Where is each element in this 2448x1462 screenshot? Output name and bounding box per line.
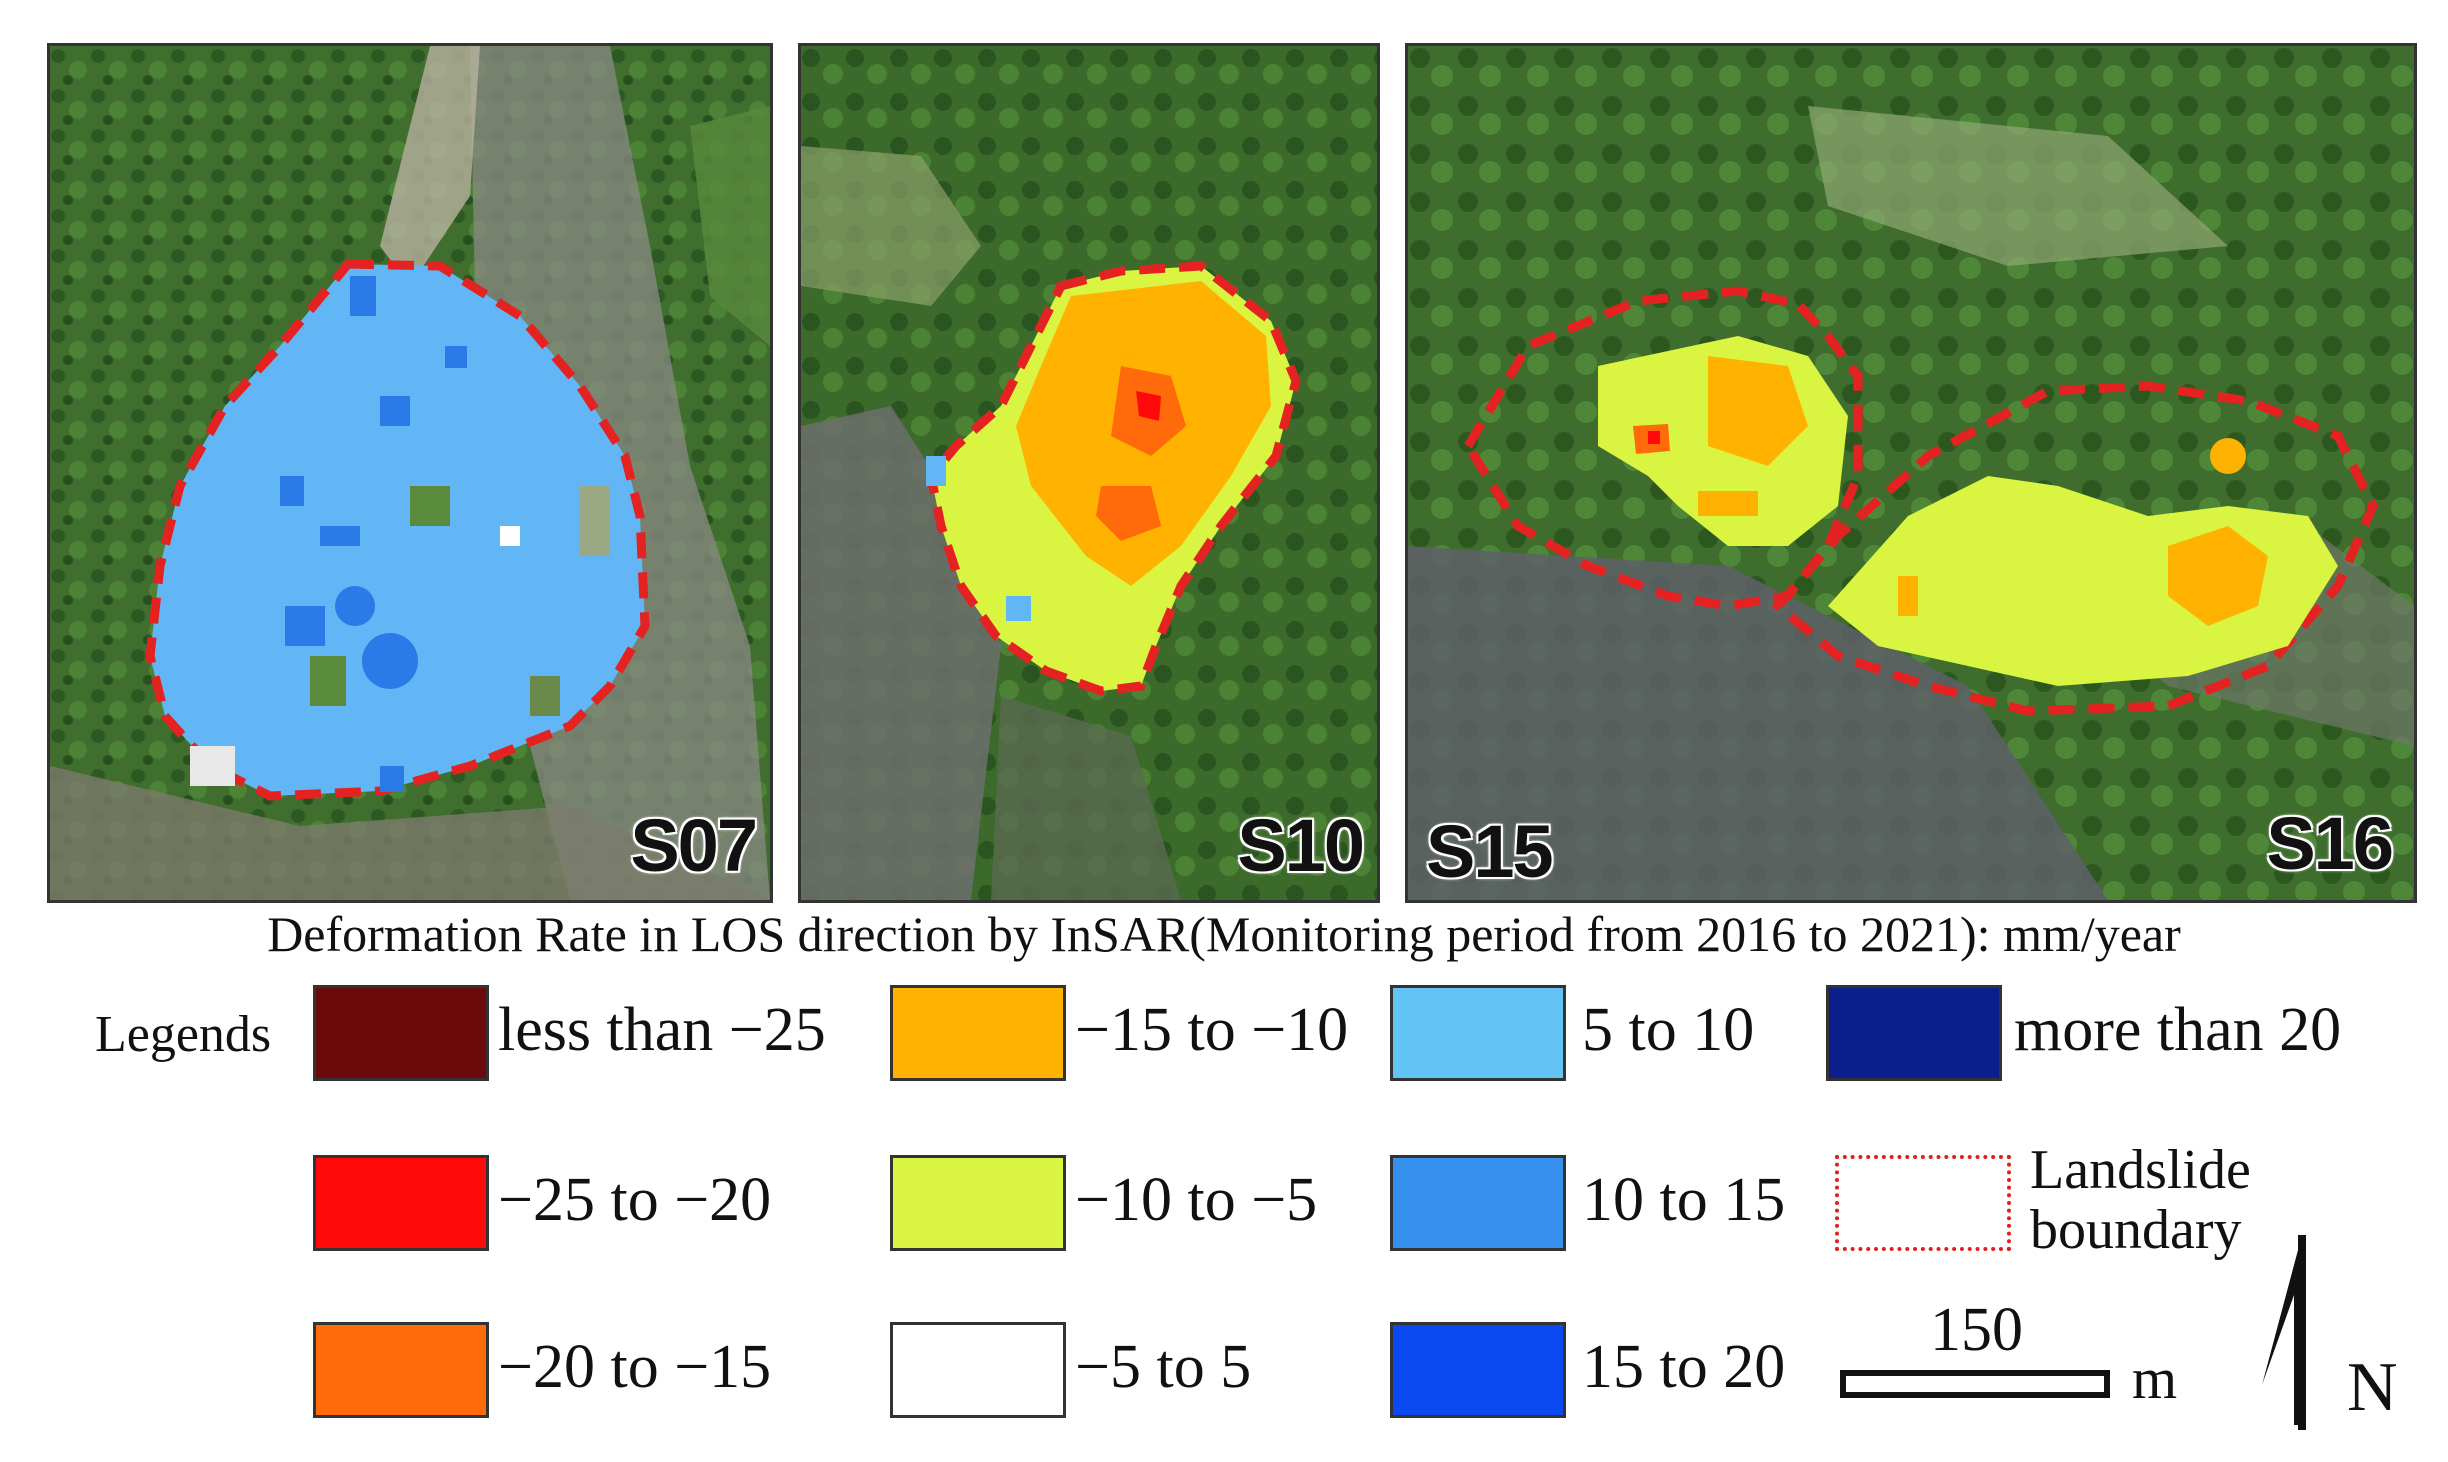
- legend-swatch-minus-10-to-minus-5: [890, 1155, 1066, 1251]
- legend-label-minus-5-to-5: −5 to 5: [1075, 1333, 1252, 1401]
- panel-label-s16: S16: [2266, 802, 2394, 885]
- north-arrow-icon: N: [2262, 1235, 2398, 1430]
- legend-label-minus-20-to-minus-15: −20 to −15: [498, 1333, 772, 1401]
- legend-swatch-5-to-10: [1390, 985, 1566, 1081]
- legend-swatch-minus-25-to-minus-20: [313, 1155, 489, 1251]
- legend-swatch-minus-15-to-minus-10: [890, 985, 1066, 1081]
- map-caption: Deformation Rate in LOS direction by InS…: [267, 906, 2181, 962]
- panel-label-s15: S15: [1426, 810, 1554, 893]
- panel-label-s07: S07: [630, 804, 758, 887]
- north-arrow: N: [2252, 1235, 2402, 1440]
- legend-label-less-than-minus-25: less than −25: [498, 996, 826, 1064]
- legend-label-more-than-20: more than 20: [2014, 996, 2342, 1064]
- legend-swatch-minus-5-to-5: [890, 1322, 1066, 1418]
- scale-bar: [1840, 1370, 2110, 1398]
- legend-swatch-15-to-20: [1390, 1322, 1566, 1418]
- satellite-image-s07: [50, 46, 770, 900]
- satellite-image-s15-s16: [1408, 46, 2414, 900]
- legend-swatch-more-than-20: [1826, 985, 2002, 1081]
- legend-label-15-to-20: 15 to 20: [1582, 1333, 1786, 1401]
- map-panel-s10: S10: [798, 43, 1380, 903]
- legend-swatch-10-to-15: [1390, 1155, 1566, 1251]
- map-panel-s15-s16: S15 S16: [1405, 43, 2417, 903]
- legend-label-minus-25-to-minus-20: −25 to −20: [498, 1166, 772, 1234]
- scale-bar-unit: m: [2132, 1346, 2178, 1411]
- legend-label-minus-10-to-minus-5: −10 to −5: [1075, 1166, 1318, 1234]
- legend-swatch-landslide-boundary: [1835, 1155, 2011, 1251]
- satellite-image-s10: [801, 46, 1377, 900]
- north-arrow-label: N: [2347, 1349, 2398, 1426]
- legend-label-landslide-boundary: Landslide boundary: [2030, 1139, 2251, 1261]
- legend-swatch-less-than-minus-25: [313, 985, 489, 1081]
- legend-label-10-to-15: 10 to 15: [1582, 1166, 1786, 1234]
- legend-swatch-minus-20-to-minus-15: [313, 1322, 489, 1418]
- map-panel-s07: S07: [47, 43, 773, 903]
- legend-title: Legends: [95, 1006, 272, 1063]
- legend-label-minus-15-to-minus-10: −15 to −10: [1075, 996, 1349, 1064]
- landslide-polygon-s16: [1771, 381, 2378, 716]
- legend-label-5-to-10: 5 to 10: [1582, 996, 1755, 1064]
- scale-bar-value: 150: [1930, 1296, 2023, 1364]
- panel-label-s10: S10: [1237, 804, 1365, 887]
